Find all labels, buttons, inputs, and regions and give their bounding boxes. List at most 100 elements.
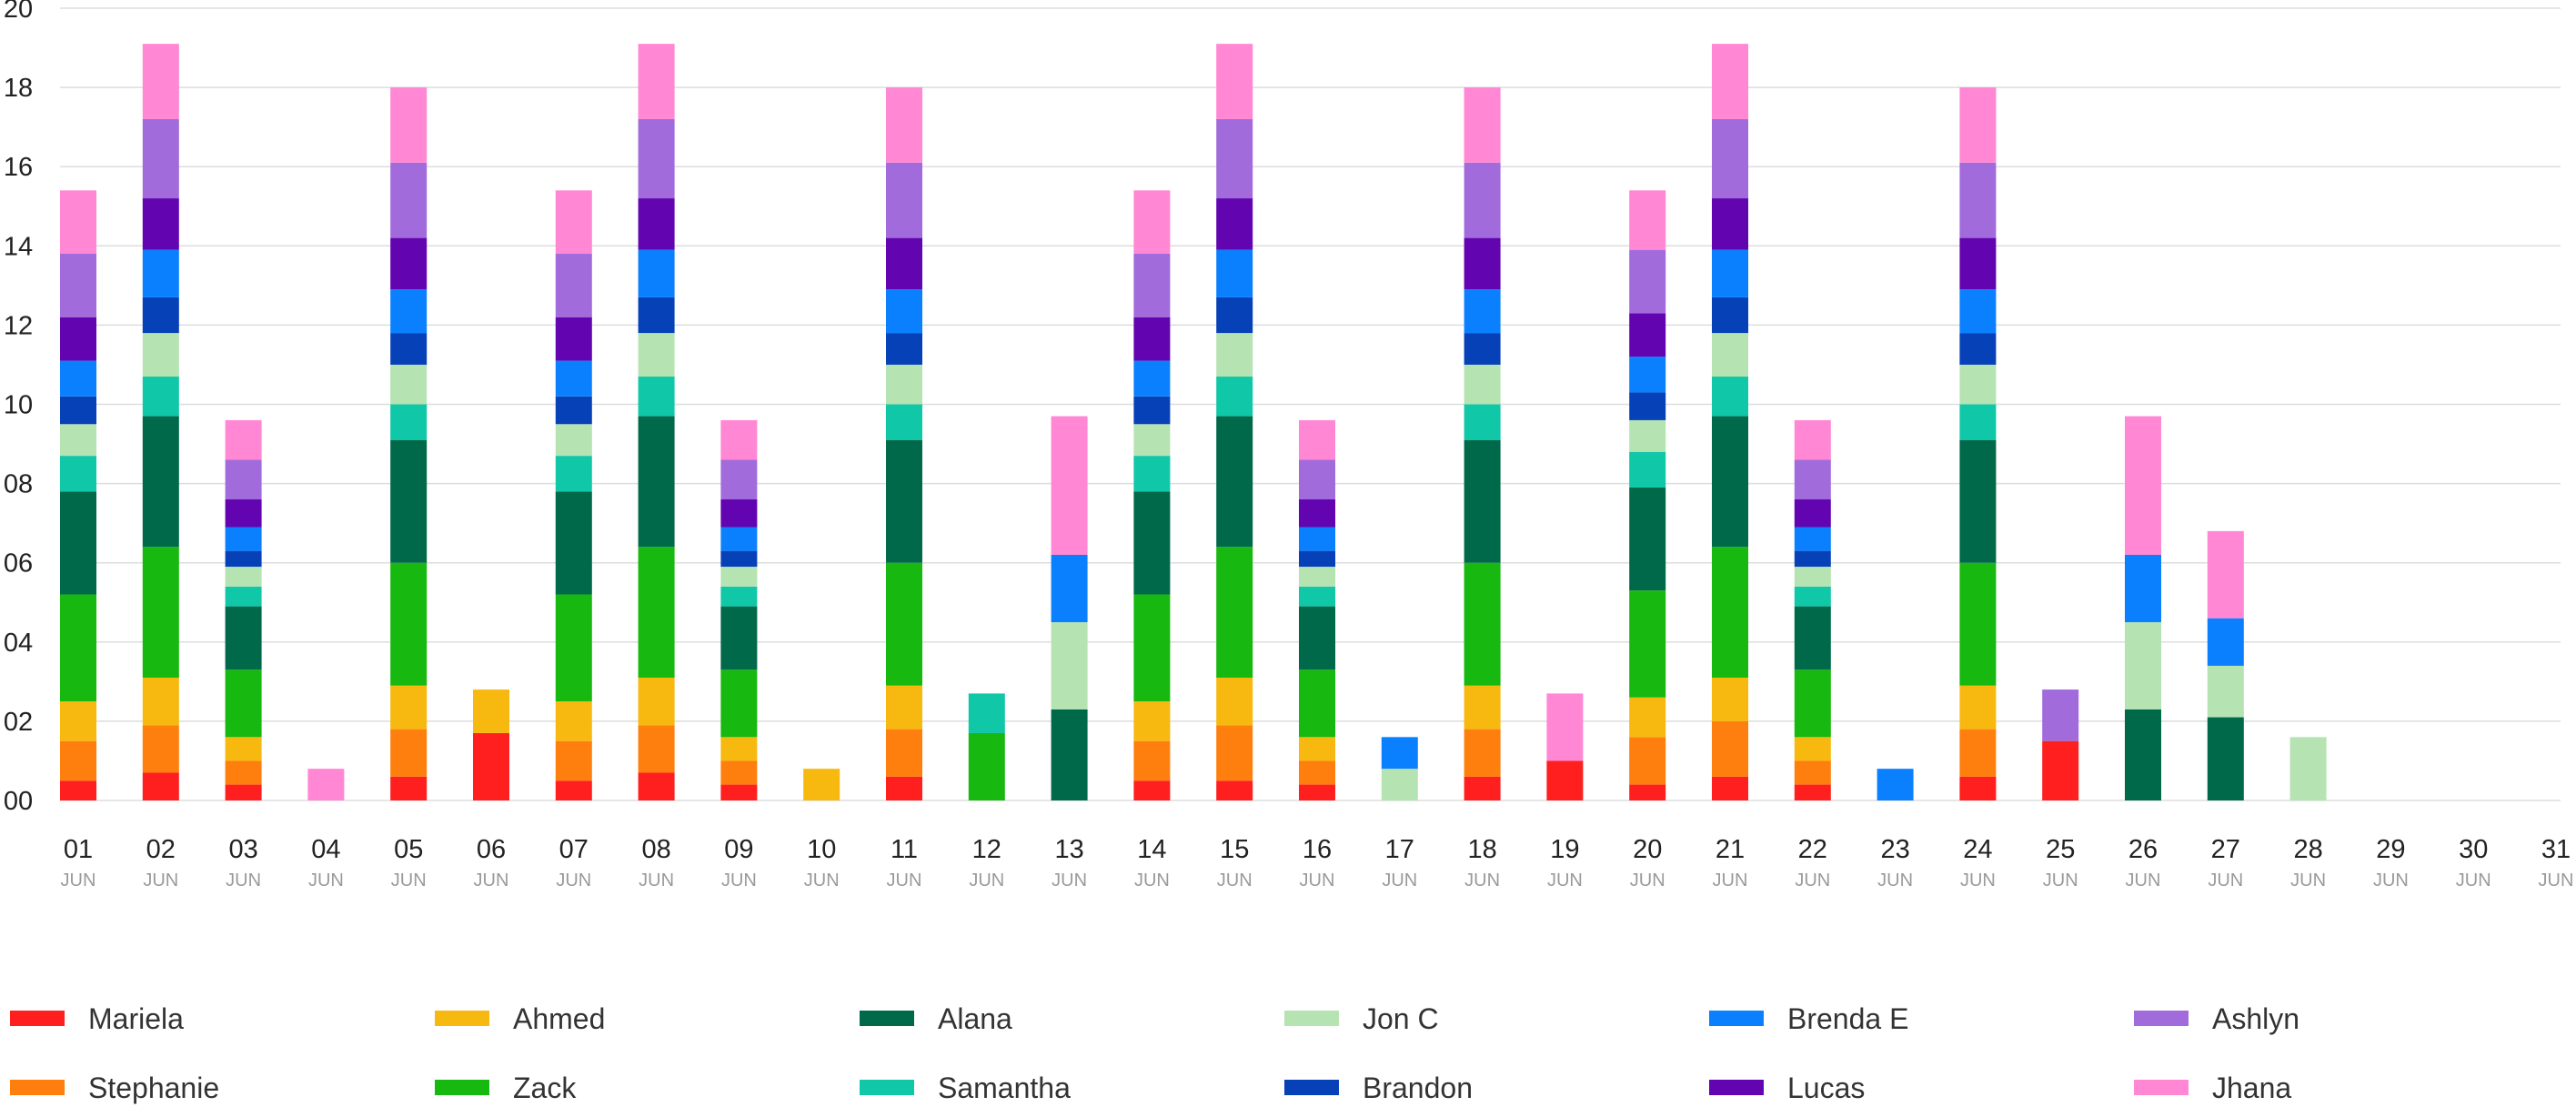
bar-segment-jon-c-24 bbox=[1959, 364, 1997, 405]
bar-segment-jon-c-09 bbox=[720, 567, 758, 587]
bar-segment-mariela-06 bbox=[473, 732, 509, 800]
x-tick-day: 29 bbox=[2376, 835, 2405, 864]
bar-segment-brenda-e-13 bbox=[1051, 554, 1088, 623]
bar-segment-stephanie-15 bbox=[1216, 725, 1253, 781]
bar-segment-stephanie-01 bbox=[60, 740, 96, 781]
bar-segment-samantha-11 bbox=[886, 404, 922, 440]
y-tick-label: 18 bbox=[4, 74, 33, 103]
bar-segment-ahmed-15 bbox=[1216, 677, 1253, 726]
bar-segment-stephanie-08 bbox=[638, 725, 675, 773]
bar-segment-mariela-19 bbox=[1546, 760, 1584, 800]
legend: Mariela Stephanie Ahmed Zack Alana Samantha Jo… bbox=[10, 1002, 2299, 1104]
bar-segment-mariela-18 bbox=[1464, 776, 1501, 800]
bar-segment-alana-14 bbox=[1133, 491, 1171, 595]
bar-segment-zack-21 bbox=[1712, 547, 1748, 678]
bar-segment-stephanie-02 bbox=[142, 725, 179, 773]
bar-segment-brenda-e-20 bbox=[1629, 357, 1666, 393]
bar-segment-stephanie-14 bbox=[1133, 740, 1171, 781]
bar-segment-stephanie-07 bbox=[555, 740, 592, 781]
bar-segment-jon-c-15 bbox=[1216, 333, 1253, 377]
legend-swatch-brenda-e bbox=[1709, 1011, 1764, 1026]
legend-label-brandon: Brandon bbox=[1363, 1072, 1473, 1104]
bar-segment-brenda-e-23 bbox=[1877, 769, 1914, 800]
bar-segment-brandon-08 bbox=[638, 297, 675, 334]
bar-segment-mariela-09 bbox=[720, 784, 758, 800]
bar-segment-jon-c-21 bbox=[1712, 333, 1748, 377]
bar-segment-alana-15 bbox=[1216, 416, 1253, 548]
bar-segment-mariela-20 bbox=[1629, 784, 1666, 800]
x-tick-day: 16 bbox=[1303, 835, 1332, 864]
bar-segment-jhana-04 bbox=[307, 769, 345, 800]
bar-segment-ahmed-16 bbox=[1299, 737, 1335, 761]
bar-segment-jon-c-08 bbox=[638, 333, 675, 377]
bar-segment-ashlyn-01 bbox=[60, 254, 96, 317]
bar-segment-zack-08 bbox=[638, 547, 675, 678]
legend-label-alana: Alana bbox=[938, 1002, 1012, 1035]
x-tick-day: 25 bbox=[2046, 835, 2075, 864]
bar-segment-ahmed-20 bbox=[1629, 697, 1666, 738]
bar-segment-brenda-e-17 bbox=[1381, 737, 1418, 770]
x-tick-month: JUN bbox=[1795, 871, 1830, 891]
bar-segment-samantha-02 bbox=[142, 377, 179, 417]
bar-segment-mariela-08 bbox=[638, 772, 675, 800]
bar-segment-jon-c-05 bbox=[390, 364, 428, 405]
bar-segment-alana-22 bbox=[1794, 606, 1831, 670]
x-tick-month: JUN bbox=[556, 871, 591, 891]
bar-segment-brandon-14 bbox=[1133, 396, 1171, 425]
bar-segment-stephanie-18 bbox=[1464, 729, 1501, 777]
bar-segment-samantha-15 bbox=[1216, 377, 1253, 417]
legend-swatch-samantha bbox=[860, 1080, 914, 1095]
bar-segment-lucas-11 bbox=[886, 237, 922, 290]
bar-segment-lucas-15 bbox=[1216, 198, 1253, 250]
bar-segment-alana-02 bbox=[142, 416, 179, 548]
bar-segment-alana-08 bbox=[638, 416, 675, 548]
bar-segment-brandon-01 bbox=[60, 396, 96, 425]
bar-segment-brandon-18 bbox=[1464, 333, 1501, 365]
bar-segment-jhana-05 bbox=[390, 87, 428, 163]
bar-segment-ashlyn-03 bbox=[225, 459, 262, 500]
bar-segment-jhana-22 bbox=[1794, 419, 1831, 460]
x-tick-month: JUN bbox=[1960, 871, 1996, 891]
y-tick-label: 10 bbox=[4, 391, 33, 420]
bar-segment-brenda-e-14 bbox=[1133, 360, 1171, 397]
bar-segment-mariela-14 bbox=[1133, 780, 1171, 800]
bar-segment-ashlyn-21 bbox=[1712, 118, 1748, 199]
bar-segment-ashlyn-15 bbox=[1216, 118, 1253, 199]
bar-segment-stephanie-22 bbox=[1794, 760, 1831, 785]
x-tick-day: 02 bbox=[146, 835, 176, 864]
bar-segment-ashlyn-08 bbox=[638, 118, 675, 199]
y-tick-label: 08 bbox=[4, 470, 33, 499]
legend-swatch-brandon bbox=[1284, 1080, 1339, 1095]
x-tick-day: 11 bbox=[891, 835, 918, 864]
bar-segment-zack-18 bbox=[1464, 562, 1501, 686]
bar-segment-jon-c-03 bbox=[225, 567, 262, 587]
bar-segment-mariela-02 bbox=[142, 772, 179, 800]
bar-segment-zack-14 bbox=[1133, 594, 1171, 702]
x-axis-ticks: 01 JUN 02 JUN 03 JUN 04 JUN 05 JUN 06 JUN 07 JUN 08 JUN… bbox=[61, 835, 2574, 891]
legend-label-brenda-e: Brenda E bbox=[1787, 1002, 1908, 1035]
x-tick-month: JUN bbox=[61, 871, 96, 891]
bar-segment-stephanie-05 bbox=[390, 729, 428, 777]
bar-segment-zack-24 bbox=[1959, 562, 1997, 686]
bar-segment-jhana-02 bbox=[142, 44, 179, 119]
bar-segment-lucas-01 bbox=[60, 317, 96, 361]
legend-label-ashlyn: Ashlyn bbox=[2212, 1002, 2299, 1035]
bars bbox=[60, 44, 2327, 800]
legend-swatch-mariela bbox=[10, 1011, 65, 1026]
bar-segment-stephanie-16 bbox=[1299, 760, 1335, 785]
bar-segment-lucas-14 bbox=[1133, 317, 1171, 361]
bar-segment-jon-c-11 bbox=[886, 364, 922, 405]
bar-segment-lucas-20 bbox=[1629, 313, 1666, 357]
bar-segment-mariela-07 bbox=[555, 780, 592, 800]
bar-segment-ashlyn-02 bbox=[142, 118, 179, 199]
bar-segment-stephanie-21 bbox=[1712, 720, 1748, 777]
legend-swatch-jon-c bbox=[1284, 1011, 1339, 1026]
bar-segment-brandon-07 bbox=[555, 396, 592, 425]
x-tick-month: JUN bbox=[2539, 871, 2574, 891]
bar-segment-samantha-24 bbox=[1959, 404, 1997, 440]
x-tick-month: JUN bbox=[226, 871, 261, 891]
x-tick-month: JUN bbox=[1630, 871, 1665, 891]
x-tick-day: 26 bbox=[2128, 835, 2158, 864]
bar-segment-zack-09 bbox=[720, 669, 758, 738]
bar-segment-mariela-25 bbox=[2042, 740, 2079, 800]
